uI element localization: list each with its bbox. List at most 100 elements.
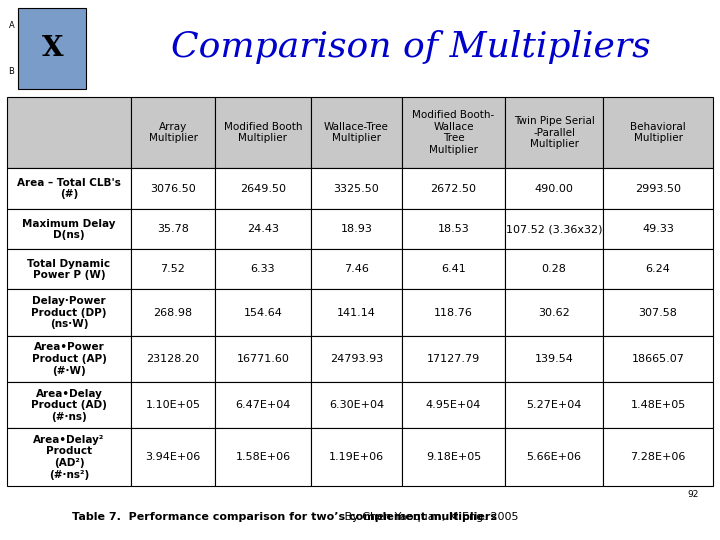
- Text: 307.58: 307.58: [639, 308, 678, 318]
- Text: 1.19E+06: 1.19E+06: [329, 452, 384, 462]
- Text: 6.47E+04: 6.47E+04: [235, 400, 291, 410]
- Bar: [310, 336, 402, 382]
- Text: 141.14: 141.14: [337, 308, 376, 318]
- Text: 1.58E+06: 1.58E+06: [235, 452, 291, 462]
- Bar: [505, 168, 603, 210]
- Bar: [402, 289, 505, 336]
- Text: 49.33: 49.33: [642, 225, 674, 234]
- Text: X: X: [41, 35, 63, 62]
- Text: Wallace-Tree
Multiplier: Wallace-Tree Multiplier: [324, 122, 389, 143]
- Bar: [402, 210, 505, 249]
- Text: Area•Power
Product (AP)
(#·W): Area•Power Product (AP) (#·W): [32, 342, 107, 375]
- Text: 18.53: 18.53: [438, 225, 469, 234]
- Bar: [402, 249, 505, 289]
- Text: 1.10E+05: 1.10E+05: [145, 400, 200, 410]
- Bar: [505, 336, 603, 382]
- Text: Maximum Delay
D(ns): Maximum Delay D(ns): [22, 219, 116, 240]
- Bar: [7, 97, 130, 168]
- Text: By Chen Yaoquan, M.Eng. 2005: By Chen Yaoquan, M.Eng. 2005: [341, 512, 518, 522]
- Bar: [603, 336, 713, 382]
- Text: 118.76: 118.76: [434, 308, 473, 318]
- Bar: [310, 168, 402, 210]
- Bar: [130, 249, 215, 289]
- Bar: [7, 210, 130, 249]
- Text: Twin Pipe Serial
-Parallel
Multiplier: Twin Pipe Serial -Parallel Multiplier: [513, 116, 595, 149]
- Bar: [7, 382, 130, 428]
- Bar: [505, 210, 603, 249]
- Text: 7.46: 7.46: [344, 265, 369, 274]
- Text: Array
Multiplier: Array Multiplier: [148, 122, 197, 143]
- Bar: [130, 336, 215, 382]
- Text: Total Dynamic
Power P (W): Total Dynamic Power P (W): [27, 259, 110, 280]
- Bar: [505, 428, 603, 486]
- Bar: [402, 168, 505, 210]
- Text: Area – Total CLB's
(#): Area – Total CLB's (#): [17, 178, 121, 199]
- Bar: [215, 168, 310, 210]
- Text: Modified Booth
Multiplier: Modified Booth Multiplier: [224, 122, 302, 143]
- Text: 6.41: 6.41: [441, 265, 466, 274]
- Text: A: A: [9, 21, 14, 30]
- Bar: [603, 289, 713, 336]
- Bar: [402, 428, 505, 486]
- Bar: [603, 210, 713, 249]
- Text: Modified Booth-
Wallace
Tree
Multiplier: Modified Booth- Wallace Tree Multiplier: [413, 110, 495, 155]
- Bar: [505, 382, 603, 428]
- Text: Behavioral
Multiplier: Behavioral Multiplier: [630, 122, 686, 143]
- Bar: [215, 336, 310, 382]
- Bar: [7, 336, 130, 382]
- Text: 24.43: 24.43: [247, 225, 279, 234]
- Text: 107.52 (3.36x32): 107.52 (3.36x32): [505, 225, 603, 234]
- Bar: [310, 97, 402, 168]
- Bar: [18, 8, 86, 90]
- Text: 154.64: 154.64: [243, 308, 282, 318]
- Bar: [402, 336, 505, 382]
- Text: 6.24: 6.24: [646, 265, 670, 274]
- Text: 2672.50: 2672.50: [431, 184, 477, 194]
- Text: 7.52: 7.52: [161, 265, 186, 274]
- Text: 7.28E+06: 7.28E+06: [631, 452, 686, 462]
- Bar: [402, 97, 505, 168]
- Text: 16771.60: 16771.60: [237, 354, 289, 364]
- Text: Delay·Power
Product (DP)
(ns·W): Delay·Power Product (DP) (ns·W): [31, 296, 107, 329]
- Bar: [215, 289, 310, 336]
- Bar: [310, 428, 402, 486]
- Text: 9.18E+05: 9.18E+05: [426, 452, 481, 462]
- Text: 3.94E+06: 3.94E+06: [145, 452, 201, 462]
- Text: 1.48E+05: 1.48E+05: [631, 400, 685, 410]
- Text: Area•Delay²
Product
(AD²)
(#·ns²): Area•Delay² Product (AD²) (#·ns²): [33, 435, 104, 480]
- Bar: [505, 249, 603, 289]
- Bar: [505, 289, 603, 336]
- Text: 2649.50: 2649.50: [240, 184, 286, 194]
- Text: 0.28: 0.28: [541, 265, 567, 274]
- Text: 18.93: 18.93: [341, 225, 372, 234]
- Bar: [130, 382, 215, 428]
- Text: 35.78: 35.78: [157, 225, 189, 234]
- Text: 268.98: 268.98: [153, 308, 192, 318]
- Text: 23128.20: 23128.20: [146, 354, 199, 364]
- Bar: [310, 289, 402, 336]
- Text: 24793.93: 24793.93: [330, 354, 383, 364]
- Text: 4.95E+04: 4.95E+04: [426, 400, 481, 410]
- Text: 5.66E+06: 5.66E+06: [526, 452, 582, 462]
- Bar: [310, 249, 402, 289]
- Bar: [215, 210, 310, 249]
- Bar: [215, 382, 310, 428]
- Bar: [7, 249, 130, 289]
- Bar: [402, 382, 505, 428]
- Text: Area•Delay
Product (AD)
(#·ns): Area•Delay Product (AD) (#·ns): [31, 389, 107, 422]
- Bar: [7, 289, 130, 336]
- Bar: [7, 168, 130, 210]
- Text: 18665.07: 18665.07: [631, 354, 685, 364]
- Text: Table 7.  Performance comparison for two’s complement multipliers: Table 7. Performance comparison for two’…: [72, 512, 497, 522]
- Bar: [310, 210, 402, 249]
- Text: 6.33: 6.33: [251, 265, 275, 274]
- Text: 139.54: 139.54: [535, 354, 573, 364]
- Bar: [7, 428, 130, 486]
- Text: 490.00: 490.00: [535, 184, 573, 194]
- Bar: [215, 97, 310, 168]
- Text: 17127.79: 17127.79: [427, 354, 480, 364]
- Text: 5.27E+04: 5.27E+04: [526, 400, 582, 410]
- Bar: [215, 428, 310, 486]
- Text: 30.62: 30.62: [538, 308, 570, 318]
- Bar: [215, 249, 310, 289]
